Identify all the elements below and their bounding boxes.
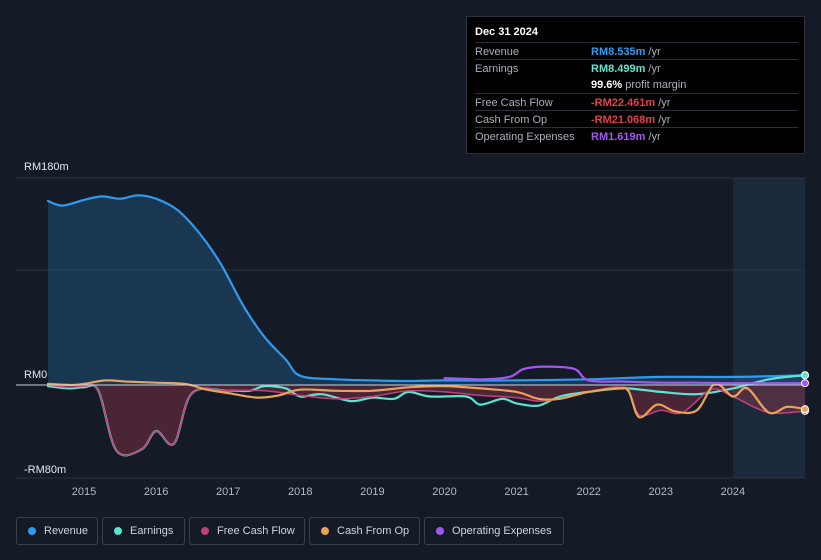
tooltip-value: RM1.619m/yr bbox=[591, 131, 661, 143]
x-tick-label: 2018 bbox=[288, 486, 312, 498]
legend-label: Earnings bbox=[130, 525, 174, 537]
cash-from-op-endpoint bbox=[801, 405, 809, 414]
tooltip-value: RM8.535m/yr bbox=[591, 46, 661, 58]
tooltip-row-earnings: Earnings RM8.499m/yr bbox=[475, 59, 798, 77]
x-tick-label: 2015 bbox=[72, 486, 96, 498]
y-tick-label: RM0 bbox=[24, 369, 47, 381]
earnings-dot-icon bbox=[114, 527, 122, 535]
tooltip-label: Earnings bbox=[475, 63, 519, 75]
tooltip-row-free-cash-flow: Free Cash Flow -RM22.461m/yr bbox=[475, 93, 798, 111]
legend-item-earnings[interactable]: Earnings bbox=[102, 517, 185, 545]
revenue-area bbox=[48, 195, 805, 385]
x-tick-label: 2016 bbox=[144, 486, 168, 498]
tooltip-row-operating-expenses: Operating Expenses RM1.619m/yr bbox=[475, 127, 798, 145]
y-axis: RM180m RM0 -RM80m bbox=[24, 161, 69, 476]
tooltip-label: Free Cash Flow bbox=[475, 97, 553, 109]
operating-expenses-line bbox=[443, 365, 807, 385]
tooltip-value: -RM21.068m/yr bbox=[591, 114, 671, 126]
x-tick-label: 2019 bbox=[360, 486, 384, 498]
free-cash-flow-dot-icon bbox=[201, 527, 209, 535]
legend-label: Free Cash Flow bbox=[217, 525, 295, 537]
series-endpoints bbox=[801, 371, 809, 415]
tooltip-row-margin: 99.6% profit margin bbox=[475, 76, 798, 93]
x-tick-label: 2020 bbox=[432, 486, 456, 498]
legend-item-free-cash-flow[interactable]: Free Cash Flow bbox=[189, 517, 305, 545]
tooltip-value: -RM22.461m/yr bbox=[591, 97, 671, 109]
tooltip-row-cash-from-op: Cash From Op -RM21.068m/yr bbox=[475, 110, 798, 128]
x-axis: 2015 2016 2017 2018 2019 2020 2021 2022 2023 2024 bbox=[72, 486, 745, 498]
legend-label: Operating Expenses bbox=[452, 525, 552, 537]
tooltip-date: Dec 31 2024 bbox=[475, 26, 538, 38]
operating-expenses-endpoint bbox=[801, 379, 809, 388]
legend-label: Revenue bbox=[44, 525, 89, 537]
revenue-line bbox=[46, 194, 807, 383]
y-tick-label: RM180m bbox=[24, 161, 69, 173]
tooltip-label: Operating Expenses bbox=[475, 131, 575, 143]
tooltip-row-revenue: Revenue RM8.535m/yr bbox=[475, 42, 798, 60]
area-fills bbox=[48, 195, 805, 456]
earnings-endpoint bbox=[801, 371, 809, 380]
legend-item-revenue[interactable]: Revenue bbox=[16, 517, 98, 545]
revenue-dot-icon bbox=[28, 527, 36, 535]
tooltip-value: 99.6% profit margin bbox=[591, 79, 687, 91]
free-cash-flow-line bbox=[47, 383, 806, 457]
tooltip: Dec 31 2024 Revenue RM8.535m/yr Earnings… bbox=[466, 16, 805, 154]
legend-item-cash-from-op[interactable]: Cash From Op bbox=[309, 517, 420, 545]
x-tick-label: 2024 bbox=[721, 486, 745, 498]
operating-expenses-dot-icon bbox=[436, 527, 444, 535]
series-lines bbox=[16, 194, 807, 457]
x-tick-label: 2023 bbox=[649, 486, 673, 498]
gridlines bbox=[16, 177, 805, 479]
x-tick-label: 2021 bbox=[504, 486, 528, 498]
tooltip-label: Revenue bbox=[475, 46, 520, 58]
free-cash-flow-area bbox=[48, 384, 805, 456]
x-tick-label: 2017 bbox=[216, 486, 240, 498]
cash-from-op-line bbox=[46, 379, 807, 419]
cash-from-op-dot-icon bbox=[321, 527, 329, 535]
tooltip-label: Cash From Op bbox=[475, 114, 548, 126]
forecast-highlight bbox=[732, 178, 805, 478]
tooltip-value: RM8.499m/yr bbox=[591, 63, 661, 75]
y-tick-label: -RM80m bbox=[24, 464, 66, 476]
legend-item-operating-expenses[interactable]: Operating Expenses bbox=[424, 517, 564, 545]
x-tick-label: 2022 bbox=[576, 486, 600, 498]
legend-label: Cash From Op bbox=[337, 525, 410, 537]
